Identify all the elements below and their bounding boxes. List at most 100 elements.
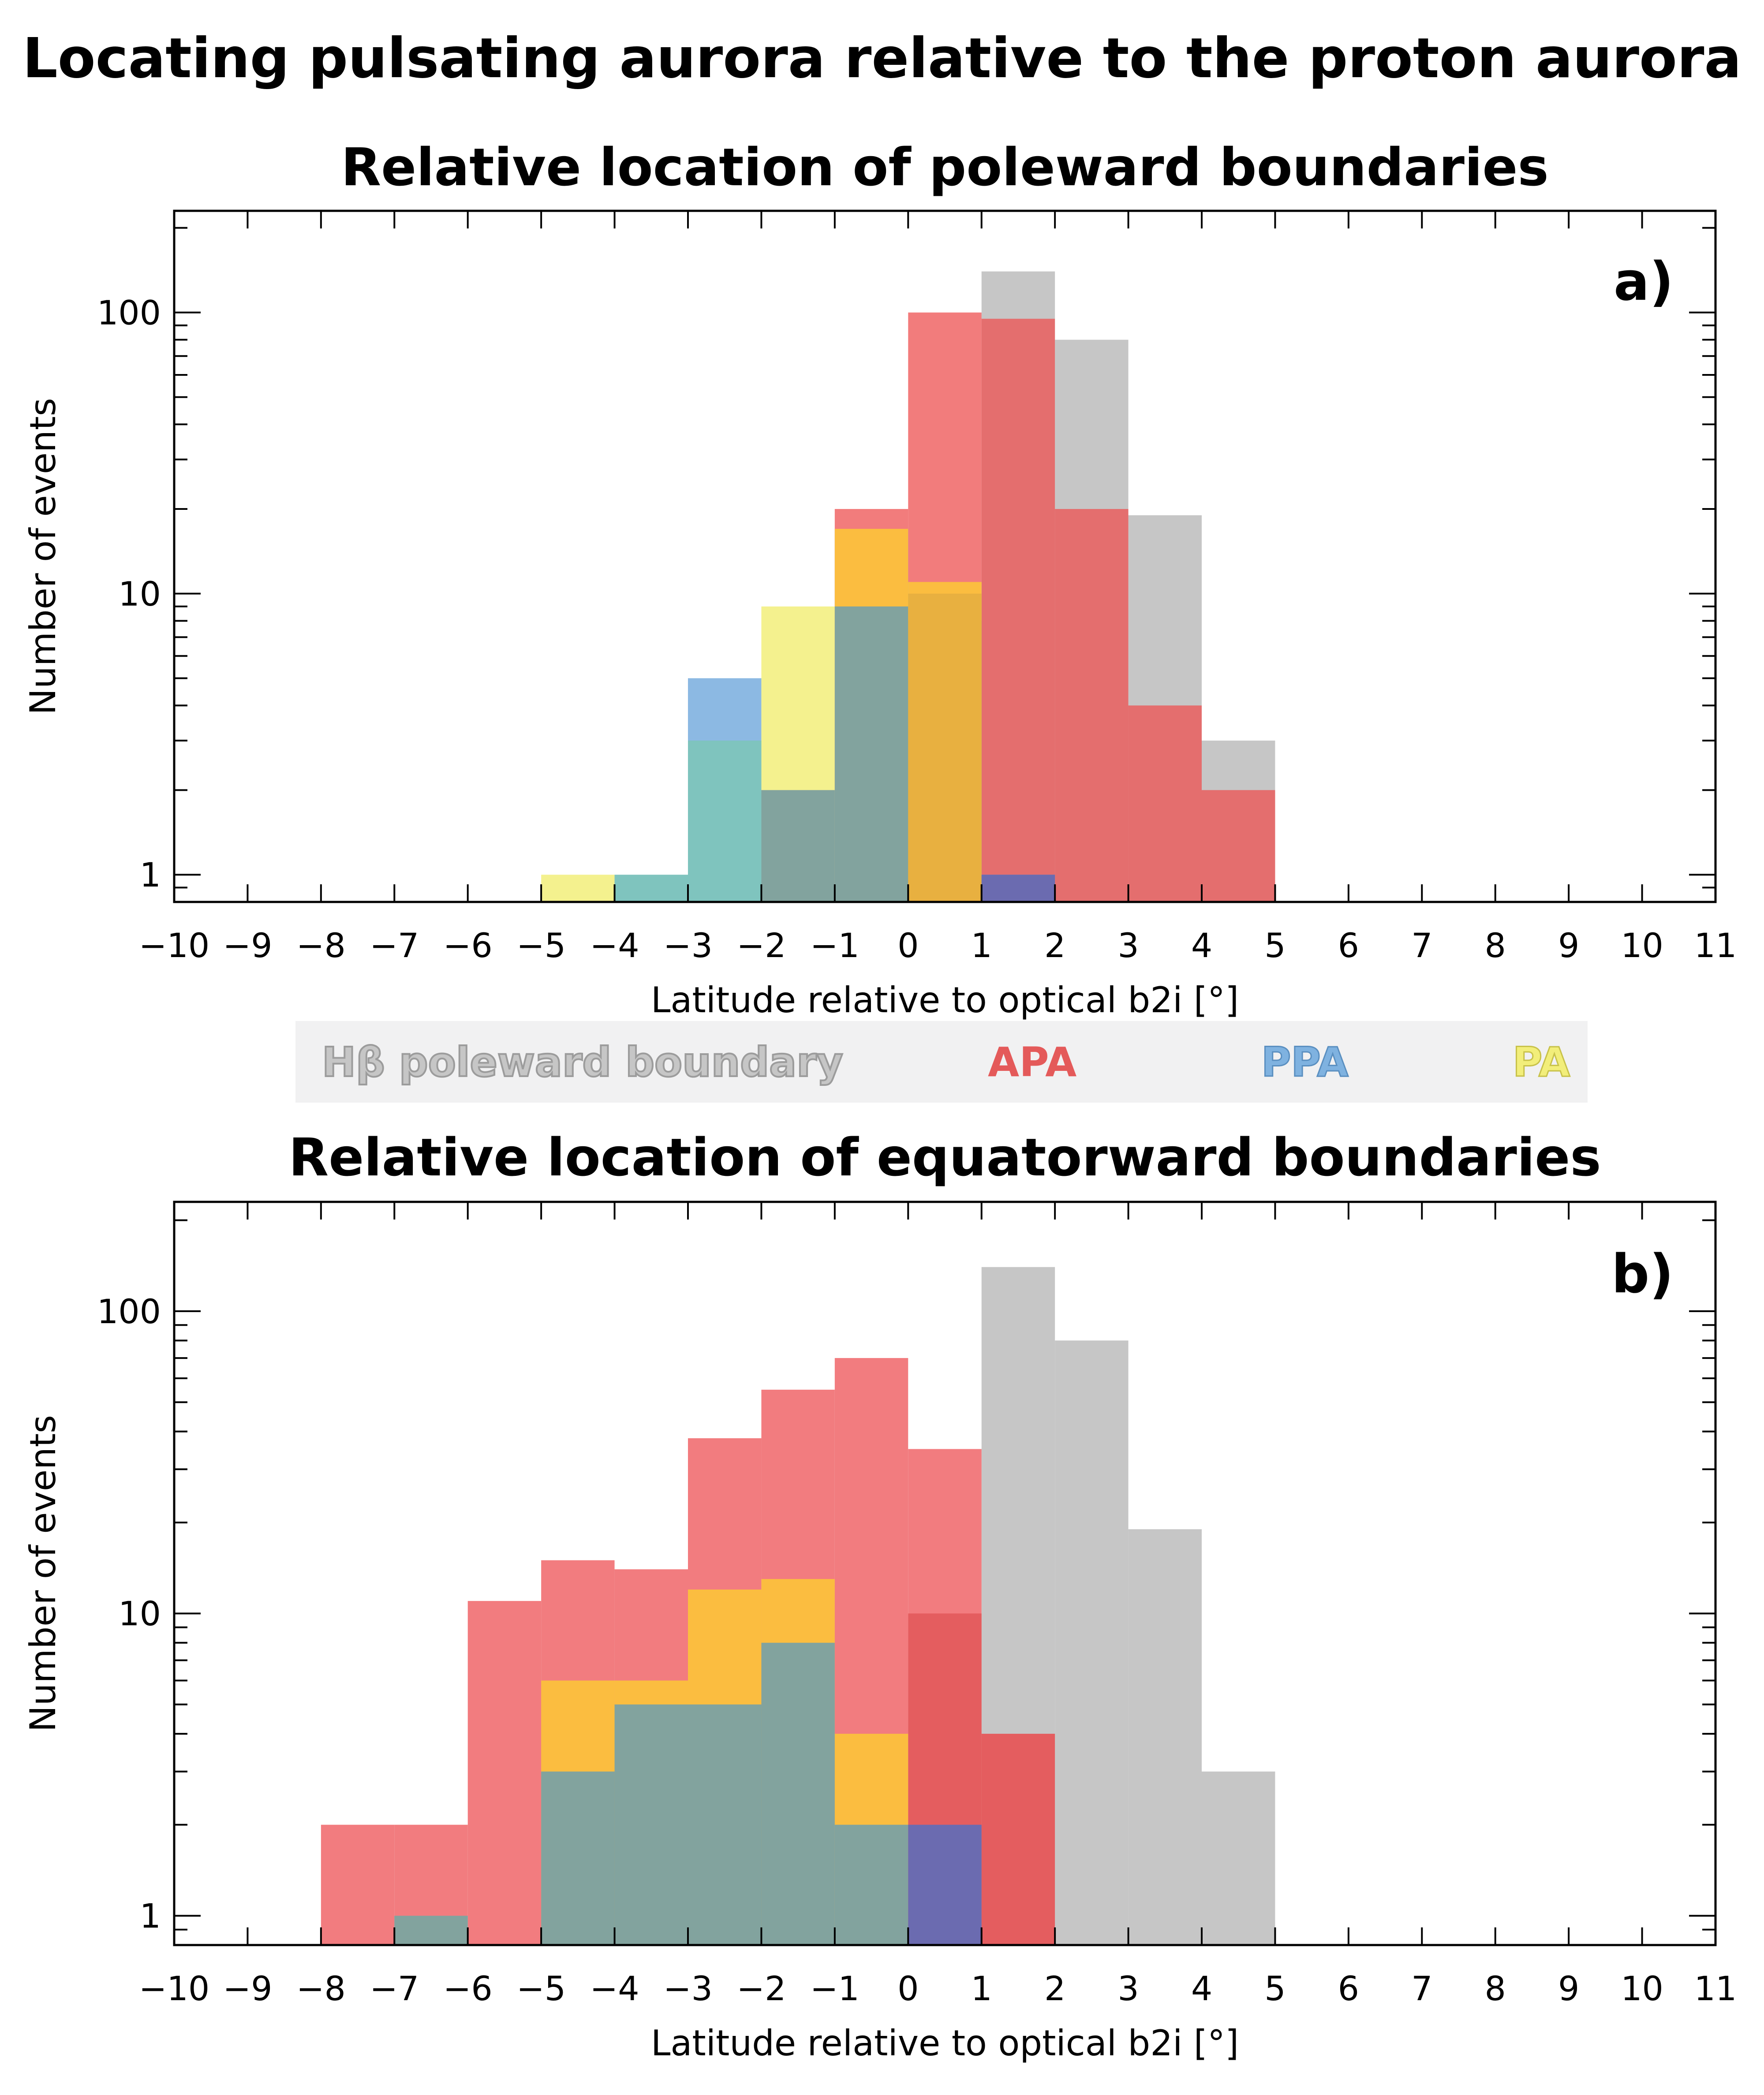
x-tick-label: −8 <box>296 1969 346 2008</box>
series-overlap-teal <box>614 741 762 902</box>
x-tick-label: −8 <box>296 926 346 965</box>
bar <box>321 1825 395 1945</box>
y-axis-label: Number of events <box>22 398 64 715</box>
x-tick-label: 4 <box>1191 926 1212 965</box>
x-axis-label: Latitude relative to optical b2i [°] <box>651 980 1239 1021</box>
x-tick-label: −5 <box>516 926 566 965</box>
bar <box>467 1601 542 1945</box>
series-overlap-dark-orange <box>908 593 982 902</box>
bar <box>1128 1529 1202 1945</box>
legend-entry-hbeta: Hβ poleward boundary <box>322 1039 843 1086</box>
bar <box>908 593 982 902</box>
x-tick-label: −9 <box>223 1969 272 2008</box>
x-tick-label: 8 <box>1485 926 1506 965</box>
x-tick-label: −3 <box>663 926 713 965</box>
x-tick-label: 10 <box>1621 926 1663 965</box>
bar <box>834 606 908 902</box>
bar <box>1202 790 1275 902</box>
bar <box>541 1771 615 1945</box>
x-axis: −10 −9 −8 −7 −6 −5 −4 −3 −2 −1 0 1 2 3 4 5 6 7 8 9 10 11 <box>139 211 1737 965</box>
panel-tag: a) <box>1614 251 1674 313</box>
x-tick-label: −10 <box>139 926 209 965</box>
x-tick-label: −2 <box>736 926 786 965</box>
x-tick-label: −9 <box>223 926 272 965</box>
y-axis: 1 10 100 <box>97 227 1715 903</box>
y-tick-label: 1 <box>140 1897 161 1936</box>
x-tick-label: 11 <box>1694 926 1737 965</box>
x-tick-label: 10 <box>1621 1969 1663 2008</box>
bar <box>761 1642 835 1945</box>
bar <box>688 741 762 902</box>
bar <box>394 1915 468 1945</box>
x-tick-label: 8 <box>1485 1969 1506 2008</box>
bar <box>981 1733 1055 1945</box>
x-tick-label: 5 <box>1264 1969 1286 2008</box>
x-tick-label: 5 <box>1264 926 1286 965</box>
x-tick-label: 7 <box>1411 1969 1432 2008</box>
bar <box>981 318 1055 902</box>
bar <box>1055 1340 1129 1945</box>
x-tick-label: 2 <box>1044 1969 1065 2008</box>
y-tick-label: 1 <box>140 855 161 894</box>
x-tick-label: −7 <box>370 1969 419 2008</box>
x-tick-label: −3 <box>663 1969 713 2008</box>
legend-entry-pa: PA <box>1513 1039 1570 1086</box>
x-tick-label: −7 <box>370 926 419 965</box>
bar <box>981 875 1055 902</box>
x-tick-label: 3 <box>1117 926 1139 965</box>
x-tick-label: −1 <box>810 1969 860 2008</box>
bar <box>908 1825 982 1945</box>
x-tick-label: −5 <box>516 1969 566 2008</box>
x-axis-label: Latitude relative to optical b2i [°] <box>651 2023 1239 2064</box>
bar <box>614 1704 688 1945</box>
bar <box>1202 1771 1275 1945</box>
legend: Hβ poleward boundary APA PPA PA <box>295 1021 1588 1103</box>
bar <box>1055 509 1129 902</box>
bar <box>614 875 688 902</box>
plot-frame <box>173 210 1717 903</box>
x-tick-label: 6 <box>1338 926 1359 965</box>
x-tick-label: 3 <box>1117 1969 1139 2008</box>
x-tick-label: 9 <box>1558 926 1579 965</box>
series-overlap-purple <box>908 1825 982 1945</box>
chart-title: Relative location of poleward boundaries <box>341 137 1548 198</box>
bar <box>1128 705 1202 902</box>
bar <box>834 1825 908 1945</box>
chart-title: Relative location of equatorward boundar… <box>288 1127 1601 1188</box>
x-tick-label: 7 <box>1411 926 1432 965</box>
x-tick-label: −4 <box>590 926 639 965</box>
x-tick-label: −6 <box>443 1969 493 2008</box>
y-tick-label: 10 <box>118 1594 161 1633</box>
panel-b: Relative location of equatorward boundar… <box>22 1127 1737 2064</box>
x-tick-label: 11 <box>1694 1969 1737 2008</box>
x-tick-label: −1 <box>810 926 860 965</box>
y-tick-label: 100 <box>97 293 161 333</box>
figure-title: Locating pulsating aurora relative to th… <box>22 26 1742 90</box>
series-overlap-purple <box>981 875 1055 902</box>
bar <box>761 790 835 902</box>
x-tick-label: −6 <box>443 926 493 965</box>
plot-frame <box>173 1201 1717 1946</box>
y-axis-label: Number of events <box>22 1415 64 1732</box>
panel-tag: b) <box>1611 1244 1674 1305</box>
x-tick-label: 1 <box>971 1969 992 2008</box>
y-tick-label: 100 <box>97 1292 161 1331</box>
y-axis: 1 10 100 <box>97 1219 1715 1946</box>
series-overlap-gray-teal <box>394 1642 908 1945</box>
x-tick-label: 1 <box>971 926 992 965</box>
y-tick-label: 10 <box>118 574 161 614</box>
bar <box>688 1704 762 1945</box>
x-tick-label: 9 <box>1558 1969 1579 2008</box>
x-tick-label: 6 <box>1338 1969 1359 2008</box>
panel-a: Relative location of poleward boundaries… <box>22 137 1737 1021</box>
bar <box>541 875 615 902</box>
x-tick-label: 2 <box>1044 926 1065 965</box>
x-tick-label: −4 <box>590 1969 639 2008</box>
x-tick-label: −2 <box>736 1969 786 2008</box>
legend-background <box>295 1021 1588 1103</box>
x-tick-label: −10 <box>139 1969 209 2008</box>
x-axis: −10 −9 −8 −7 −6 −5 −4 −3 −2 −1 0 1 2 3 4 5 6 7 8 9 10 11 <box>139 1202 1737 2008</box>
x-tick-label: 0 <box>897 926 919 965</box>
legend-entry-ppa: PPA <box>1261 1039 1349 1086</box>
